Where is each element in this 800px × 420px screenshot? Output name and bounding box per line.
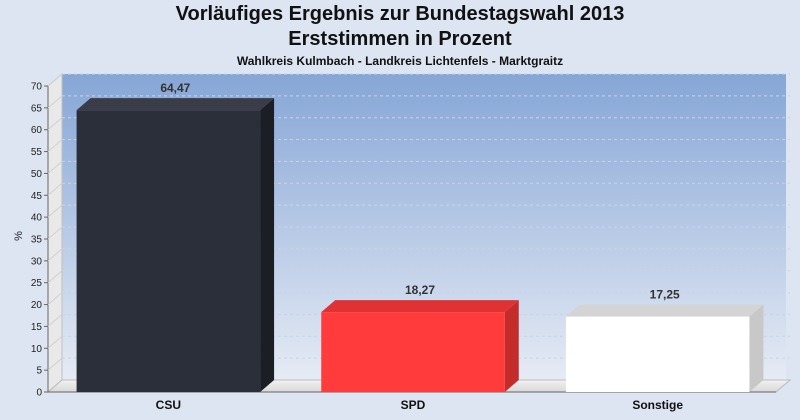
gridline-side xyxy=(47,161,63,174)
gridline-side xyxy=(47,95,63,109)
bar-top xyxy=(321,300,519,313)
gridline-side xyxy=(47,248,63,262)
y-tick-label: 55 xyxy=(31,147,43,158)
gridline-side xyxy=(47,292,63,305)
bar xyxy=(76,110,261,392)
data-label: 18,27 xyxy=(405,283,435,297)
bar-side xyxy=(504,300,519,392)
y-tick-label: 20 xyxy=(31,300,43,311)
y-tick-label: 5 xyxy=(36,366,42,377)
bar-side xyxy=(260,98,275,392)
gridline-side xyxy=(47,73,63,87)
bar-side xyxy=(749,304,764,392)
y-tick-label: 50 xyxy=(31,169,43,180)
y-tick-label: 25 xyxy=(31,278,43,289)
y-tick-label: 35 xyxy=(31,235,43,246)
x-tick-label: SPD xyxy=(401,398,426,412)
gridline-side xyxy=(47,204,63,218)
y-tick-label: 70 xyxy=(31,82,43,93)
gridline-side xyxy=(47,357,63,371)
bar xyxy=(321,312,505,392)
bar-top xyxy=(76,98,275,111)
y-tick-label: 10 xyxy=(31,344,43,355)
y-tick-label: 60 xyxy=(31,125,43,136)
gridline-side xyxy=(47,270,63,284)
y-tick-label: 0 xyxy=(36,388,42,399)
y-tick-label: 15 xyxy=(31,322,43,333)
y-tick-label: 65 xyxy=(31,103,43,114)
x-tick-label: CSU xyxy=(156,398,181,412)
y-tick-label: 40 xyxy=(31,213,43,224)
gridline-side xyxy=(47,335,63,349)
y-axis-label: % xyxy=(13,231,25,241)
chart-caption: Wahlkreis Kulmbach - Landkreis Lichtenfe… xyxy=(236,54,564,68)
gridline-side xyxy=(47,182,63,196)
chart-subtitle: Erststimmen in Prozent xyxy=(288,28,512,50)
y-tick-label: 45 xyxy=(31,191,43,202)
y-tick-label: 30 xyxy=(31,256,43,267)
bar-top xyxy=(565,304,764,317)
gridline-side xyxy=(47,314,63,327)
gridline-side xyxy=(47,226,63,240)
data-label: 17,25 xyxy=(650,288,680,302)
data-label: 64,47 xyxy=(160,81,190,95)
gridline-side xyxy=(47,139,63,152)
chart-title: Vorläufiges Ergebnis zur Bundestagswahl … xyxy=(175,3,625,25)
x-tick-label: Sonstige xyxy=(632,398,683,412)
gridline-side xyxy=(47,117,63,131)
bar xyxy=(565,316,750,392)
